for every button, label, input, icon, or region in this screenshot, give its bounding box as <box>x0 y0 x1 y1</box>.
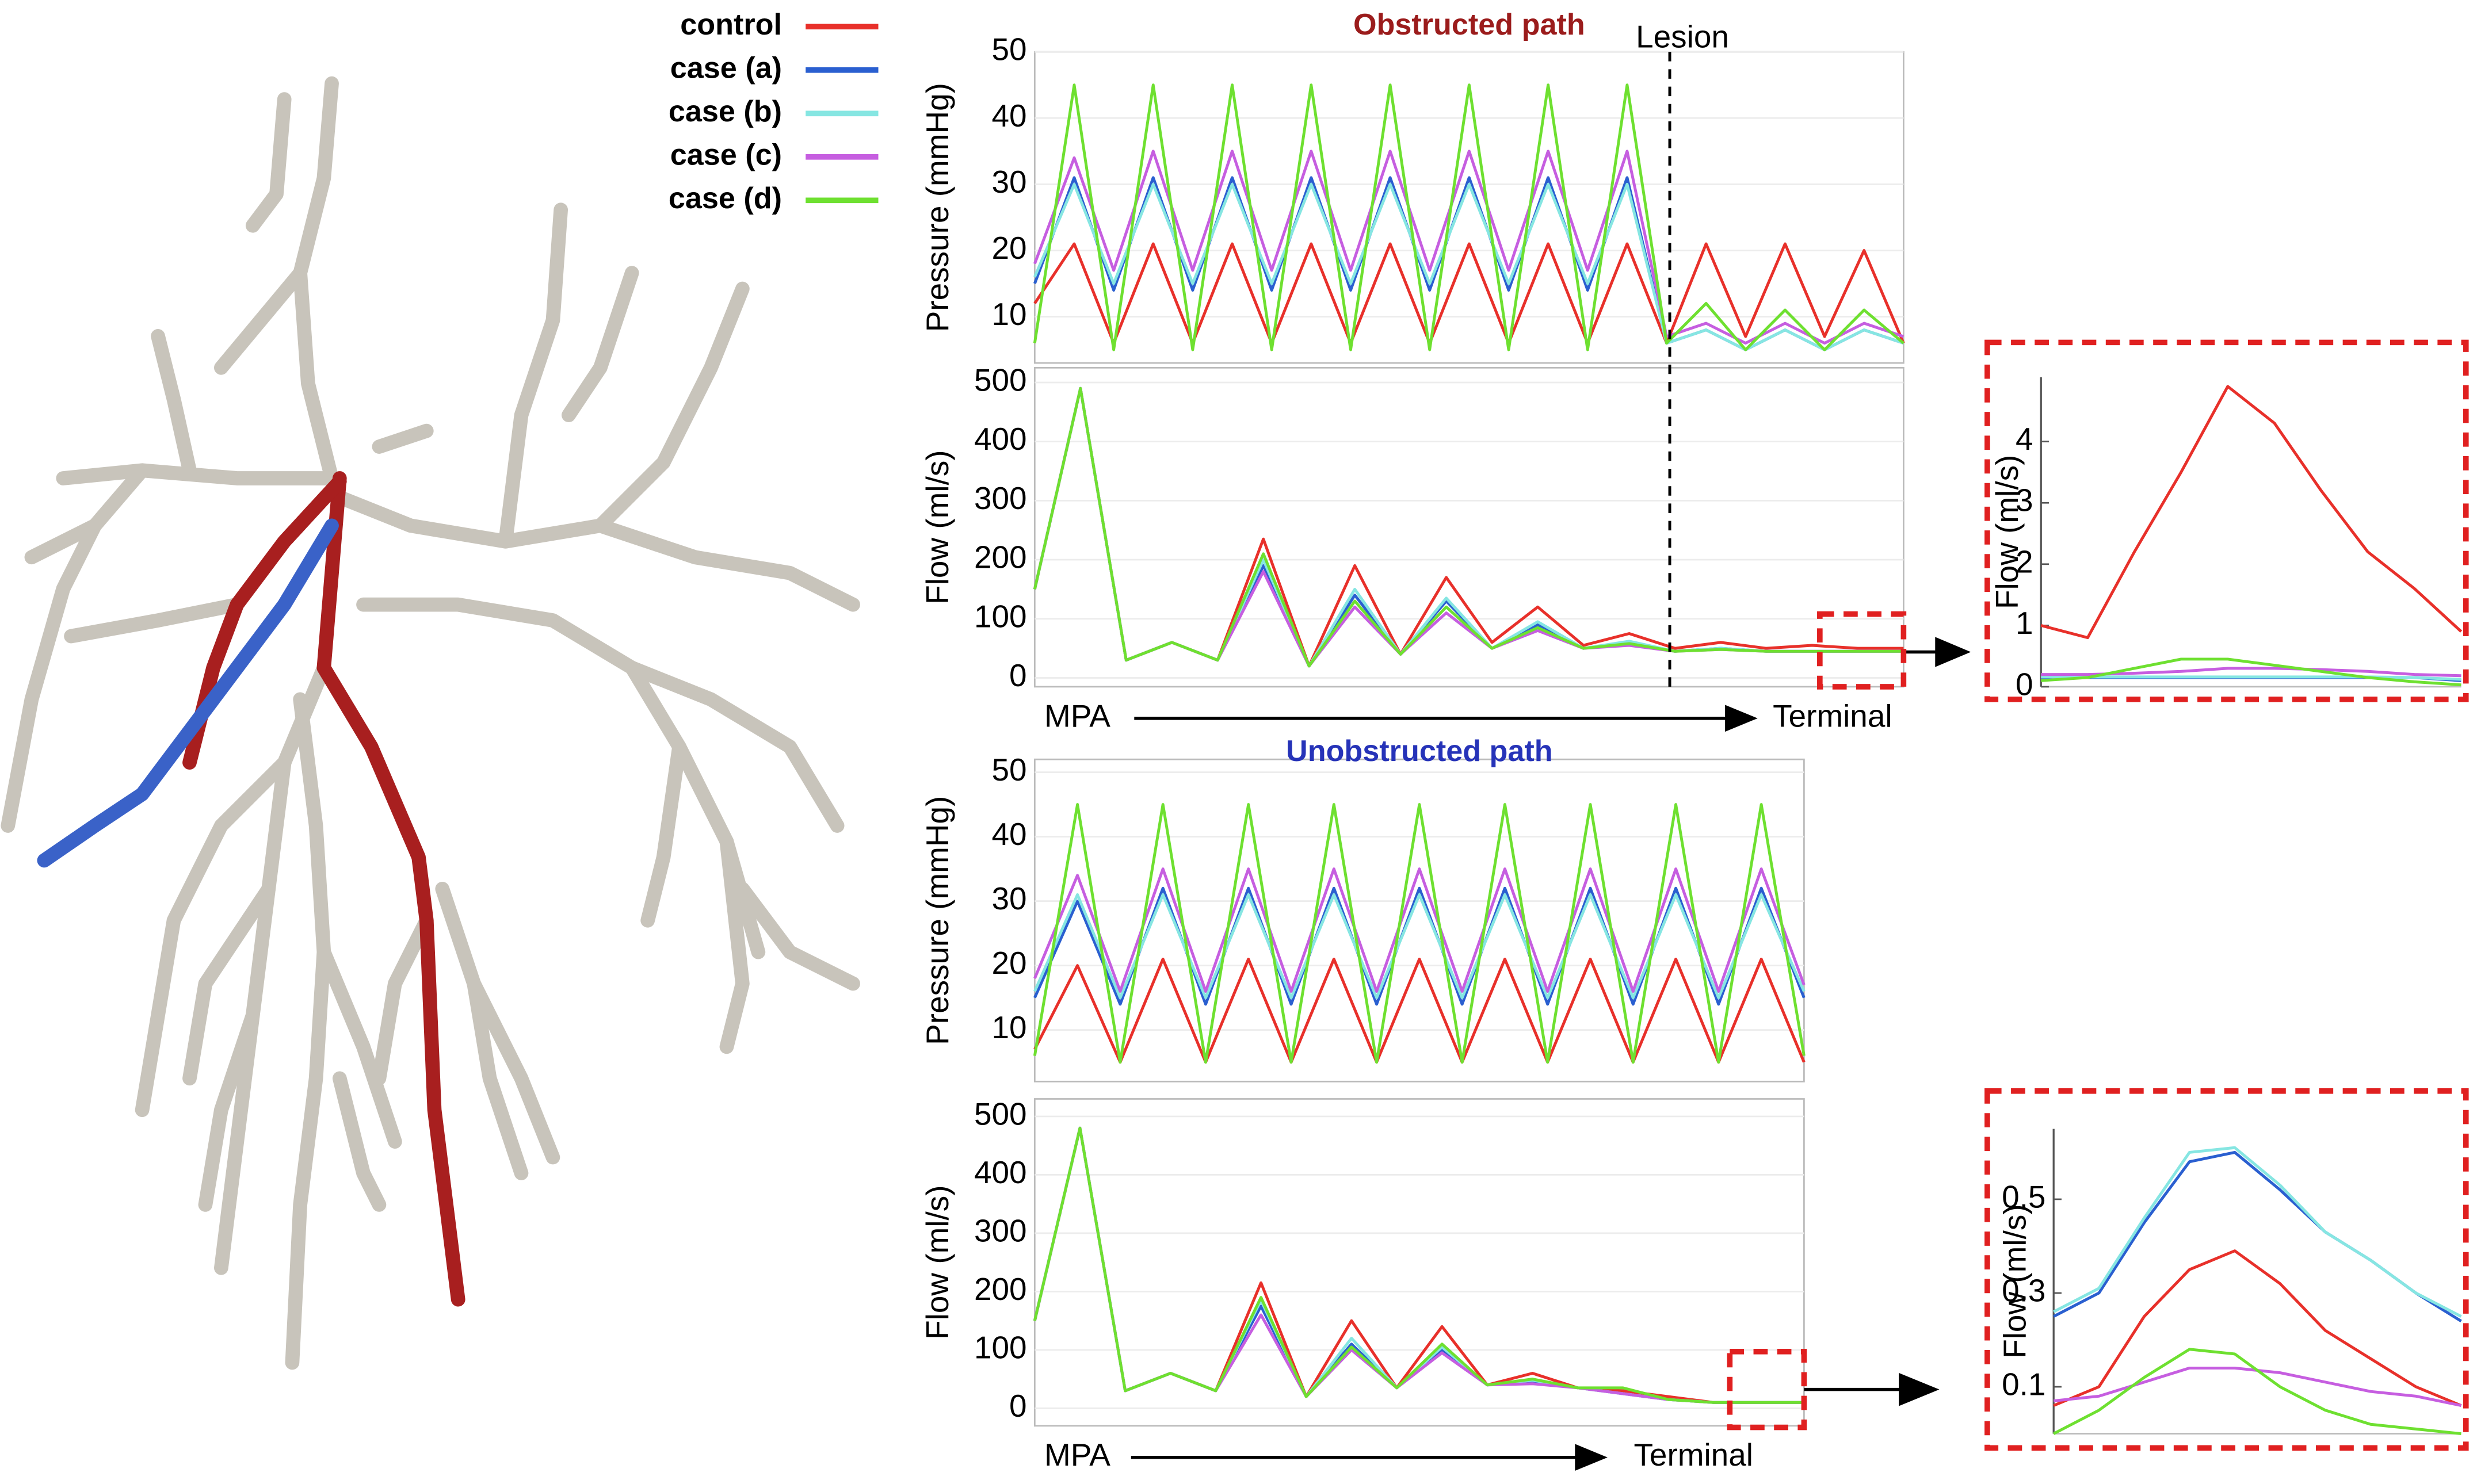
series-line <box>1033 886 1806 1006</box>
y-tick-label: 0.5 <box>2002 1179 2045 1214</box>
series-line <box>2041 657 2461 687</box>
y-axis-label: Flow (ml/s) <box>1997 1204 2033 1358</box>
y-tick-label: 40 <box>992 98 1027 133</box>
series-line <box>2053 1348 2461 1436</box>
series-line <box>2053 1249 2462 1407</box>
y-tick-label: 10 <box>992 296 1027 332</box>
y-tick-label: 500 <box>974 1096 1027 1131</box>
y-tick-label: 400 <box>974 1154 1027 1190</box>
vessel-tree <box>1 76 860 1370</box>
vessel-highlight <box>37 471 465 1307</box>
y-tick-label: 0 <box>1009 657 1027 693</box>
y-tick-label: 100 <box>974 598 1027 634</box>
series-line <box>2041 675 2461 681</box>
y-tick-label: 3 <box>2016 483 2033 518</box>
y-tick-label: 100 <box>974 1329 1027 1365</box>
series-line <box>1033 867 1806 993</box>
x-end-label: Terminal <box>1633 1437 1753 1472</box>
y-tick-label: 400 <box>974 421 1027 457</box>
y-tick-label: 50 <box>992 32 1027 67</box>
series-line <box>1033 387 1904 668</box>
series-line <box>2040 385 2463 640</box>
series-line <box>1033 242 1905 345</box>
y-tick-label: 300 <box>974 1213 1027 1248</box>
y-axis-label: Pressure (mmHg) <box>919 83 955 332</box>
y-tick-label: 50 <box>992 752 1027 787</box>
y-tick-label: 0.1 <box>2002 1367 2045 1402</box>
arrows <box>1131 637 1971 1471</box>
series-line <box>1033 1126 1804 1404</box>
y-tick-label: 0 <box>2016 666 2033 702</box>
x-start-label: MPA <box>1044 1437 1110 1472</box>
y-tick-label: 500 <box>974 362 1027 397</box>
series-line <box>1033 83 1904 351</box>
y-tick-label: 40 <box>992 816 1027 852</box>
legend-label: case (a) <box>670 52 782 85</box>
legend: control case (a) case (b) case (c) case (d) <box>669 8 879 215</box>
plot-frame <box>1033 366 1904 688</box>
legend-label: case (d) <box>669 182 782 215</box>
x-end-label: Terminal <box>1773 698 1892 733</box>
series-line <box>1033 182 1904 351</box>
y-tick-label: 20 <box>992 230 1027 266</box>
series-line <box>1033 803 1806 1064</box>
x-start-label: MPA <box>1044 698 1110 733</box>
series-line <box>1033 957 1806 1064</box>
y-tick-label: 300 <box>974 480 1027 516</box>
y-axis-label: Flow (ml/s) <box>1989 455 2025 609</box>
y-axis-label: Flow (ml/s) <box>919 450 955 604</box>
y-tick-label: 200 <box>974 1271 1027 1307</box>
y-tick-label: 30 <box>992 881 1027 916</box>
plot-frame <box>1033 1098 1805 1427</box>
legend-label: case (c) <box>670 139 782 172</box>
chart-title: Obstructed path <box>1353 8 1585 41</box>
y-tick-label: 10 <box>992 1009 1027 1045</box>
y-axis-label: Pressure (mmHg) <box>919 796 955 1045</box>
series-line <box>1033 893 1806 1000</box>
y-tick-label: 0 <box>1009 1388 1027 1424</box>
y-tick-label: 4 <box>2016 421 2033 457</box>
y-tick-label: 0.3 <box>2002 1272 2045 1308</box>
y-tick-label: 200 <box>974 540 1027 575</box>
series-line <box>2053 1150 2462 1322</box>
y-axis-label: Flow (ml/s) <box>919 1185 955 1339</box>
chart-title: Unobstructed path <box>1286 735 1553 768</box>
y-tick-label: 20 <box>992 945 1027 981</box>
legend-label: control <box>680 8 782 41</box>
y-tick-label: 30 <box>992 164 1027 200</box>
annotation: Lesion <box>1636 19 1729 55</box>
series-line <box>2053 1146 2462 1318</box>
legend-label: case (b) <box>669 95 782 128</box>
y-tick-label: 2 <box>2016 544 2033 579</box>
y-tick-label: 1 <box>2016 605 2033 641</box>
